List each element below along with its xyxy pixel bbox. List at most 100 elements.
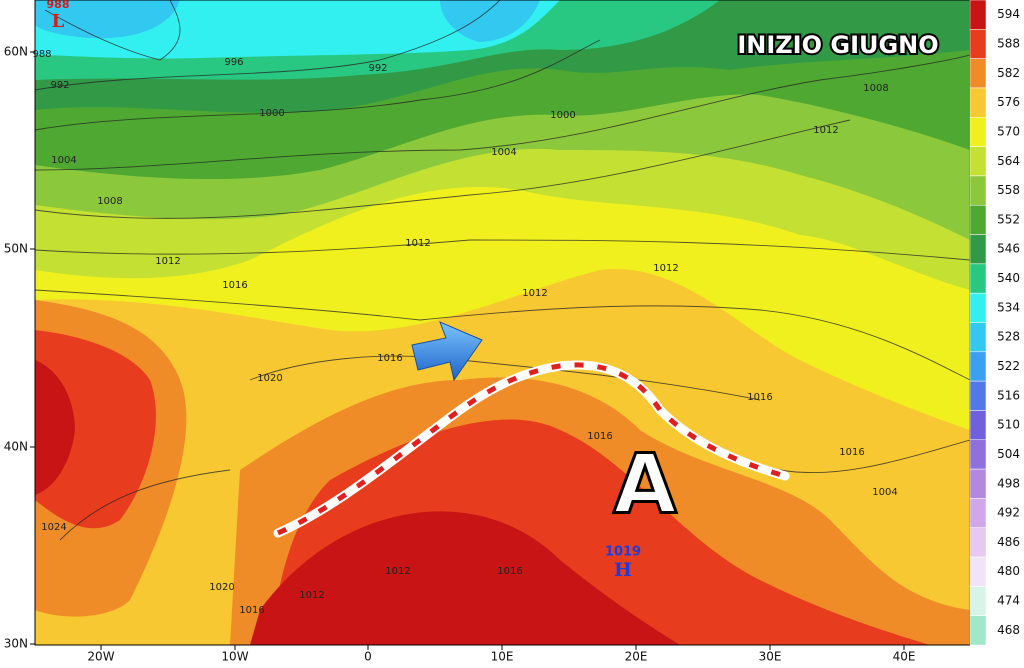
scale-swatch [969,586,987,616]
isobar-label: 1008 [863,83,888,94]
isobar-label: 1016 [747,392,772,403]
isobar-label: 1012 [522,288,547,299]
lat-label: 30N [4,637,28,651]
field-red-west [35,330,156,529]
isobar-label: 1012 [653,263,678,274]
isobar-label: 988 [32,49,51,60]
field-blue [35,0,540,42]
scale-label: 516 [997,388,1020,402]
scale-label: 558 [997,183,1020,197]
scale-label: 492 [997,506,1020,520]
lat-label: 60N [4,45,28,59]
isobar-label: 1012 [385,566,410,577]
field-darkred [35,360,680,645]
ridge-axis-dashes [276,362,786,536]
scale-swatch [969,0,987,30]
scale-swatch [969,29,987,59]
isobar-label: 1012 [813,125,838,136]
low-pressure: 988 [47,0,70,11]
isobar-label: 1012 [405,238,430,249]
scale-label: 552 [997,212,1020,226]
scale-label: 564 [997,154,1020,168]
lon-label: 20E [625,650,648,664]
scale-label: 588 [997,36,1020,50]
isobar-label: 1000 [550,110,575,121]
low-symbol: L [52,11,65,32]
lon-label: 0 [364,650,372,664]
scale-label: 546 [997,242,1020,256]
scale-swatch [969,527,987,558]
lon-label: 40E [893,650,916,664]
isobar-label: 1016 [587,431,612,442]
isobar-label: 1012 [299,590,324,601]
scale-swatch [969,380,987,411]
scale-label: 486 [997,535,1020,549]
map-title: INIZIO GIUGNO [737,31,938,59]
scale-swatch [969,263,987,294]
scale-label: 522 [997,359,1020,373]
lon-label: 10E [491,650,514,664]
scale-swatch [969,498,987,528]
scale-label: 498 [997,476,1020,490]
scale-swatch [969,322,987,353]
isobar-label: 1024 [41,522,66,533]
lat-label: 40N [4,440,28,454]
scale-label: 468 [997,623,1020,637]
isobar-label: 1008 [97,196,122,207]
isobar-label: 1004 [491,147,516,158]
isobar-labels: 988 992 996 992 1000 1004 1008 1012 1016 1016 1020… [32,49,897,616]
lon-label: 30E [759,650,782,664]
scale-swatch [969,439,987,470]
isobar-label: 1016 [222,280,247,291]
scale-swatch [969,58,987,89]
field [35,0,970,645]
scale-swatch [969,146,987,177]
lon-label: 20W [87,650,114,664]
isobar-label: 1000 [259,108,284,119]
scale-label: 528 [997,330,1020,344]
scale-label: 474 [997,594,1020,608]
scale-swatch [969,87,987,118]
high-symbol: H [614,559,632,581]
scale-swatch [969,556,987,587]
scale-label: 510 [997,418,1020,432]
scale-label: 504 [997,447,1020,461]
lon-label: 10W [221,650,248,664]
flow-arrow [411,321,483,382]
ridge-label: A [613,437,677,532]
isobar-label: 996 [224,57,243,68]
isobar-label: 1016 [839,447,864,458]
high-pressure: 1019 [605,545,641,560]
axes: 60N 50N 40N 30N 20W 10W 0 10E 20E 30E 40E [4,45,916,664]
isobar-label: 992 [50,80,69,91]
isobars [35,0,970,541]
isobar-label: 1016 [497,566,522,577]
color-scale: 594 588 582 576 570 564 558 552 546 540 534 528 522 5… [969,0,1020,646]
isobar-label: 1020 [209,582,234,593]
scale-swatch [969,351,987,382]
scale-swatch [969,234,987,265]
scale-label: 534 [997,300,1020,314]
scale-swatch [969,175,987,206]
scale-swatch [969,204,987,235]
scale-swatch [969,292,987,323]
scale-label: 576 [997,95,1020,109]
isobar-label: 1012 [155,256,180,267]
scale-label: 480 [997,564,1020,578]
scale-label: 570 [997,124,1020,138]
isobar-label: 1020 [257,373,282,384]
scale-label: 540 [997,271,1020,285]
scale-label: 594 [997,7,1020,21]
isobar-label: 1004 [872,487,897,498]
scale-swatch [969,468,987,499]
isobar-label: 1004 [51,155,76,166]
isobar-label: 1016 [239,605,264,616]
scale-swatch [969,410,987,441]
scale-swatch [969,615,987,646]
scale-label: 582 [997,66,1020,80]
scale-swatch [969,117,987,147]
isobar-label: 992 [368,63,387,74]
isobar-label: 1016 [377,353,402,364]
lat-label: 50N [4,242,28,256]
